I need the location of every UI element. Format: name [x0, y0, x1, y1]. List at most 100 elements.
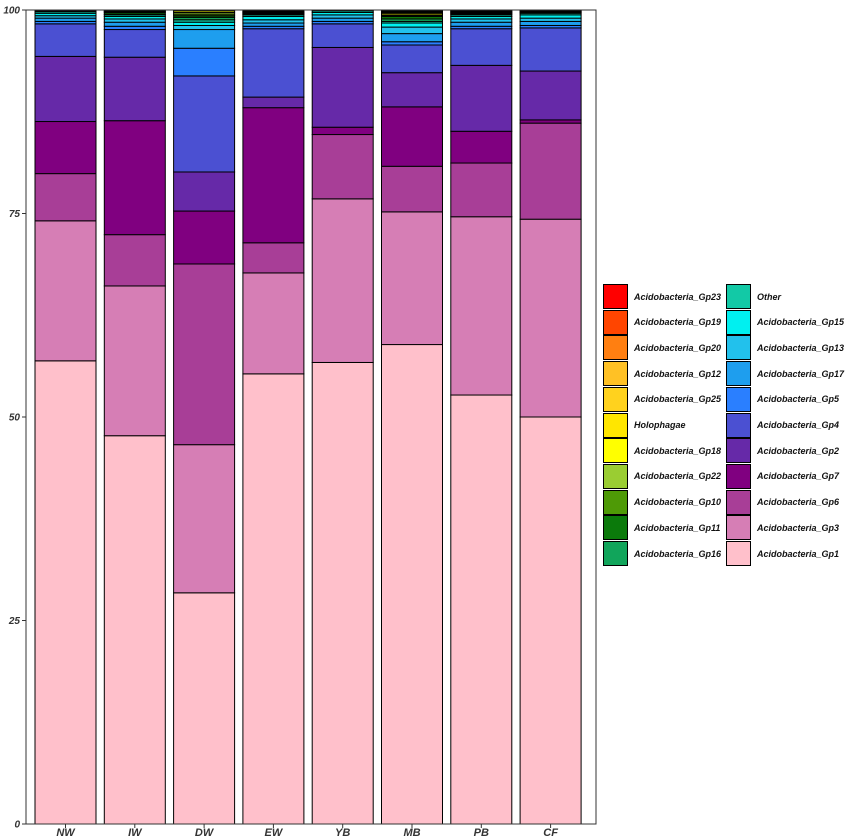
x-tick-label-mb: MB [403, 827, 420, 839]
legend-label: Acidobacteria_Gp13 [757, 342, 845, 353]
legend-swatch [726, 284, 751, 309]
legend-item-acidobacteria-gp22: Acidobacteria_Gp22 [603, 463, 721, 489]
bar-stack-cf [519, 9, 582, 825]
legend-label: Acidobacteria_Gp16 [634, 548, 722, 559]
legend-swatch [603, 541, 628, 566]
legend-swatch [726, 515, 751, 541]
bar-segment-ew-acidobacteria-gp2 [242, 96, 305, 109]
bar-segment-yb-acidobacteria-gp2 [311, 46, 374, 128]
legend-label: Acidobacteria_Gp20 [634, 342, 722, 353]
bars-layer [34, 9, 582, 825]
legend-swatch [603, 489, 628, 515]
legend-swatch [726, 361, 751, 387]
bar-segment-nw-acidobacteria-gp6 [34, 173, 97, 222]
legend-item-acidobacteria-gp20: Acidobacteria_Gp20 [603, 335, 722, 361]
legend-label: Acidobacteria_Gp1 [757, 548, 840, 559]
legend-item-acidobacteria-gp4: Acidobacteria_Gp4 [726, 412, 840, 438]
legend-swatch [726, 386, 751, 412]
x-tick-label-dw: DW [195, 827, 215, 839]
bar-stack-yb [311, 9, 374, 825]
bar-segment-nw-acidobacteria-gp1 [34, 360, 97, 825]
legend-label: Other [757, 291, 782, 302]
bar-segment-dw-acidobacteria-gp3 [173, 444, 236, 594]
bar-segment-dw-acidobacteria-gp7 [173, 210, 236, 265]
bar-stack-dw [173, 9, 236, 825]
x-tick-label-iw: IW [128, 827, 143, 839]
bar-segment-yb-acidobacteria-gp1 [311, 361, 374, 825]
bar-segment-mb-acidobacteria-gp4 [381, 44, 443, 74]
legend-label: Acidobacteria_Gp18 [634, 445, 722, 456]
bar-segment-iw-acidobacteria-gp3 [103, 285, 166, 437]
legend-label: Acidobacteria_Gp6 [757, 497, 840, 508]
legend-label: Acidobacteria_Gp11 [634, 522, 721, 533]
legend-swatch [726, 309, 751, 335]
bar-segment-ew-acidobacteria-gp7 [242, 107, 305, 244]
legend-item-acidobacteria-gp7: Acidobacteria_Gp7 [726, 463, 840, 489]
bar-segment-mb-acidobacteria-gp6 [381, 165, 443, 213]
bar-segment-dw-acidobacteria-gp17 [173, 29, 236, 49]
bar-segment-pb-acidobacteria-gp1 [450, 394, 513, 825]
bar-segment-cf-acidobacteria-gp6 [519, 122, 582, 220]
bar-segment-dw-acidobacteria-gp4 [173, 75, 236, 173]
bar-stack-nw [34, 9, 97, 825]
legend-swatch [603, 386, 628, 412]
legend-label: Acidobacteria_Gp12 [634, 368, 722, 379]
y-tick-label-50: 50 [9, 413, 21, 424]
bar-segment-iw-acidobacteria-gp7 [103, 120, 166, 236]
y-tick-label-0: 0 [14, 820, 20, 831]
bar-segment-ew-acidobacteria-gp18 [242, 10, 305, 13]
bar-segment-yb-acidobacteria-gp3 [311, 198, 374, 363]
bar-segment-nw-acidobacteria-gp2 [34, 55, 97, 123]
legend-item-acidobacteria-gp18: Acidobacteria_Gp18 [603, 438, 722, 464]
bar-segment-dw-acidobacteria-gp1 [173, 592, 236, 825]
bar-stack-ew [242, 10, 305, 825]
x-tick-label-yb: YB [335, 827, 350, 839]
legend-item-acidobacteria-gp10: Acidobacteria_Gp10 [603, 489, 721, 515]
legend-swatch [726, 335, 751, 361]
bar-segment-nw-acidobacteria-gp7 [34, 121, 97, 175]
bar-segment-pb-acidobacteria-gp2 [450, 64, 513, 132]
legend-label: Acidobacteria_Gp3 [757, 522, 840, 533]
legend-swatch [726, 463, 751, 489]
bar-segment-dw-acidobacteria-gp5 [173, 47, 236, 77]
legend-label: Acidobacteria_Gp5 [757, 394, 840, 405]
x-tick-label-cf: CF [543, 827, 558, 839]
legend-label: Acidobacteria_Gp23 [634, 291, 722, 302]
legend-item-acidobacteria-gp16: Acidobacteria_Gp16 [603, 541, 721, 566]
bar-segment-ew-acidobacteria-gp6 [242, 242, 305, 274]
bar-segment-cf-acidobacteria-gp1 [519, 416, 582, 825]
y-tick-label-100: 100 [3, 6, 20, 17]
legend-swatch [603, 515, 628, 541]
bar-segment-nw-acidobacteria-gp3 [34, 220, 97, 362]
bar-segment-ew-acidobacteria-gp1 [242, 373, 305, 825]
legend-swatch [603, 412, 628, 438]
legend-label: Acidobacteria_Gp7 [757, 471, 840, 482]
legend-item-acidobacteria-gp17: Acidobacteria_Gp17 [726, 361, 844, 387]
bar-segment-pb-acidobacteria-gp7 [450, 130, 513, 164]
legend-item-acidobacteria-gp19: Acidobacteria_Gp19 [603, 309, 722, 335]
legend-label: Acidobacteria_Gp2 [757, 445, 840, 456]
legend-item-acidobacteria-gp15: Acidobacteria_Gp15 [726, 309, 844, 335]
x-axis: NW IW DW EW YB MB PB CF [56, 824, 558, 839]
bar-segment-pb-acidobacteria-gp6 [450, 162, 513, 218]
legend-label: Holophagae [634, 420, 686, 430]
legend-swatch [726, 438, 751, 464]
y-tick-label-25: 25 [8, 616, 21, 627]
legend-item-acidobacteria-gp12: Acidobacteria_Gp12 [603, 361, 722, 387]
bar-stack-iw [103, 9, 166, 825]
legend-label: Acidobacteria_Gp19 [634, 317, 722, 328]
bar-segment-mb-acidobacteria-gp3 [381, 211, 443, 346]
y-axis: 0 25 50 75 100 [3, 6, 26, 831]
legend-swatch [603, 284, 628, 309]
x-tick-label-pb: PB [474, 827, 489, 839]
bar-segment-pb-acidobacteria-gp4 [450, 28, 513, 66]
bar-segment-pb-acidobacteria-gp3 [450, 216, 513, 396]
legend-label: Acidobacteria_Gp4 [757, 420, 840, 430]
bar-segment-cf-acidobacteria-gp4 [519, 27, 582, 72]
bar-segment-dw-acidobacteria-gp13 [173, 24, 236, 31]
bar-segment-mb-acidobacteria-gp15 [381, 22, 443, 28]
legend-item-acidobacteria-gp5: Acidobacteria_Gp5 [726, 386, 840, 412]
bar-segment-yb-acidobacteria-gp4 [311, 23, 374, 48]
bar-segment-mb-acidobacteria-gp17 [381, 33, 443, 43]
bar-segment-mb-acidobacteria-gp1 [381, 344, 443, 825]
